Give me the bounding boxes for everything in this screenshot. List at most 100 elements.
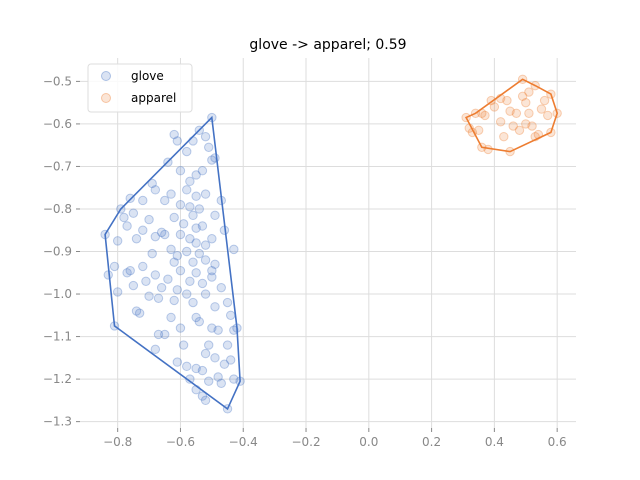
y-tick-label: −0.9	[43, 245, 72, 259]
glove-point	[182, 361, 192, 372]
glove-point	[178, 219, 189, 229]
glove-point	[166, 244, 176, 255]
glove-point	[138, 261, 148, 272]
glove-point	[207, 265, 217, 276]
apparel-point	[480, 110, 490, 121]
glove-point	[131, 234, 142, 244]
glove-point	[204, 340, 214, 350]
glove-point	[188, 257, 198, 267]
glove-point	[144, 291, 154, 301]
glove-point	[194, 248, 204, 259]
legend-marker-apparel	[101, 93, 111, 103]
glove-point	[169, 129, 179, 140]
glove-point	[191, 238, 201, 248]
glove-point	[204, 376, 214, 386]
glove-point	[191, 170, 201, 180]
legend: glove apparel	[87, 63, 193, 113]
glove-point	[156, 227, 167, 238]
glove-point	[207, 272, 217, 282]
glove-point	[204, 142, 214, 153]
apparel-point	[524, 108, 534, 118]
apparel-point	[543, 110, 553, 121]
glove-point	[134, 308, 145, 318]
hull-outlines	[104, 78, 559, 411]
glove-point	[125, 193, 135, 204]
glove-point	[207, 155, 217, 165]
glove-point	[197, 391, 208, 401]
glove-point	[153, 329, 164, 340]
glove-point	[150, 231, 161, 242]
apparel-point	[514, 125, 525, 135]
legend-label-apparel: apparel	[131, 91, 176, 105]
glove-point	[185, 234, 195, 244]
glove-point	[197, 221, 208, 231]
apparel-point	[527, 121, 537, 131]
glove-point	[156, 282, 167, 293]
x-tick-label: 0.4	[485, 435, 504, 449]
glove-point	[185, 276, 195, 286]
glove-point	[213, 325, 223, 335]
x-tick-label: −0.8	[103, 435, 132, 449]
glove-point	[147, 248, 157, 259]
glove-point	[150, 185, 161, 195]
glove-point	[172, 251, 183, 261]
glove-point	[169, 212, 179, 223]
glove-point	[210, 353, 220, 363]
glove-point	[150, 344, 161, 355]
apparel-point	[524, 87, 534, 97]
glove-point	[166, 189, 176, 199]
glove-point	[210, 210, 220, 221]
glove-point	[216, 378, 226, 389]
glove-point	[191, 191, 201, 201]
glove-point	[150, 270, 161, 280]
glove-point	[128, 208, 139, 218]
apparel-point	[511, 108, 522, 118]
apparel-point	[539, 95, 550, 106]
glove-point	[207, 323, 217, 333]
x-tick-label: −0.4	[229, 435, 258, 449]
glove-point	[122, 268, 132, 278]
legend-label-glove: glove	[131, 69, 164, 83]
glove-point	[225, 310, 236, 320]
glove-point	[147, 178, 157, 189]
glove-point	[225, 355, 236, 365]
glove-point	[213, 372, 223, 382]
glove-point	[112, 287, 123, 297]
glove-point	[197, 166, 208, 176]
glove-point	[175, 166, 186, 176]
glove-point	[229, 244, 239, 255]
y-tick-label: −0.8	[43, 202, 72, 216]
glove-point	[172, 285, 183, 295]
glove-point	[191, 312, 201, 323]
glove-point	[191, 268, 201, 278]
glove-point	[169, 257, 179, 267]
glove-point	[200, 240, 211, 250]
glove-point	[182, 246, 192, 257]
glove-point	[169, 295, 179, 306]
apparel-point	[495, 117, 506, 127]
glove-point	[182, 146, 192, 157]
apparel-point	[489, 102, 500, 112]
y-tick-label: −0.6	[43, 117, 72, 131]
y-tick-label: −1.1	[43, 330, 72, 344]
glove-point	[188, 297, 198, 308]
data-points	[100, 74, 562, 414]
glove-point	[188, 210, 198, 221]
glove-point	[125, 265, 135, 276]
glove-point	[222, 297, 233, 308]
glove-point	[194, 204, 204, 214]
glove-point	[172, 136, 183, 146]
glove-point	[197, 278, 208, 289]
legend-box	[87, 63, 193, 113]
glove-point	[144, 214, 154, 225]
glove-hull	[104, 115, 241, 411]
glove-point	[229, 325, 239, 335]
glove-point	[191, 223, 201, 233]
apparel-point	[521, 97, 531, 108]
glove-point	[197, 365, 208, 376]
x-tick-label: 0.2	[422, 435, 441, 449]
legend-marker-glove	[101, 71, 111, 81]
apparel-point	[505, 106, 515, 116]
glove-point	[141, 276, 151, 286]
x-tick-label: 0.6	[548, 435, 567, 449]
